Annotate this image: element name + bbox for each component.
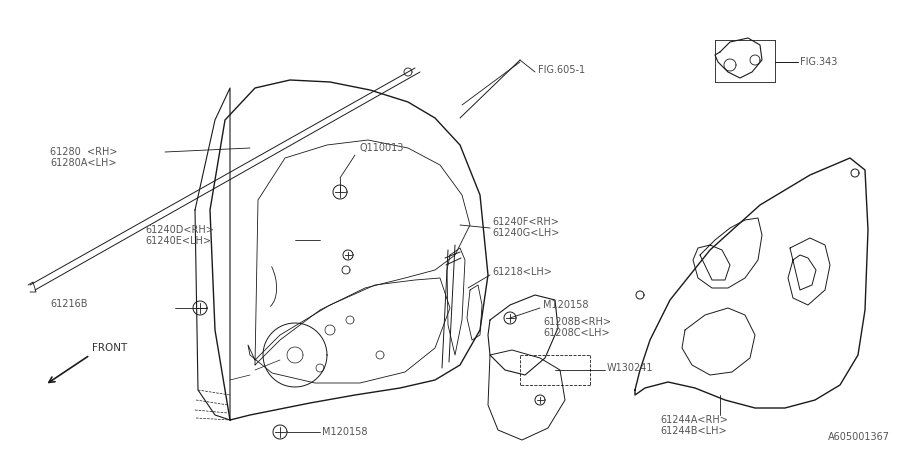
Text: 61280A<LH>: 61280A<LH> (50, 158, 116, 168)
Text: 61218<LH>: 61218<LH> (492, 267, 552, 277)
Text: 61216B: 61216B (50, 299, 87, 309)
Text: W130241: W130241 (607, 363, 653, 373)
Text: FIG.605-1: FIG.605-1 (538, 65, 585, 75)
Text: 61244B<LH>: 61244B<LH> (660, 426, 726, 436)
Text: 61208C<LH>: 61208C<LH> (543, 328, 609, 338)
Text: 61244A<RH>: 61244A<RH> (660, 415, 728, 425)
Text: 61280  <RH>: 61280 <RH> (50, 147, 118, 157)
Text: M120158: M120158 (322, 427, 367, 437)
Text: FRONT: FRONT (92, 343, 127, 353)
Text: Q110013: Q110013 (360, 143, 404, 153)
Text: 61240F<RH>: 61240F<RH> (492, 217, 559, 227)
Text: A605001367: A605001367 (828, 432, 890, 442)
Text: 61240G<LH>: 61240G<LH> (492, 228, 560, 238)
Text: M120158: M120158 (543, 300, 589, 310)
Text: 61240E<LH>: 61240E<LH> (145, 236, 211, 246)
Text: FIG.343: FIG.343 (800, 57, 837, 67)
Text: 61240D<RH>: 61240D<RH> (145, 225, 214, 235)
Text: 61208B<RH>: 61208B<RH> (543, 317, 611, 327)
